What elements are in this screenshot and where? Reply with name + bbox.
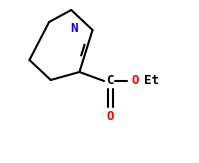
Text: Et: Et: [144, 74, 159, 88]
Text: N: N: [70, 22, 77, 35]
Text: O: O: [131, 74, 139, 88]
Text: O: O: [107, 111, 114, 124]
Text: C: C: [106, 74, 113, 88]
